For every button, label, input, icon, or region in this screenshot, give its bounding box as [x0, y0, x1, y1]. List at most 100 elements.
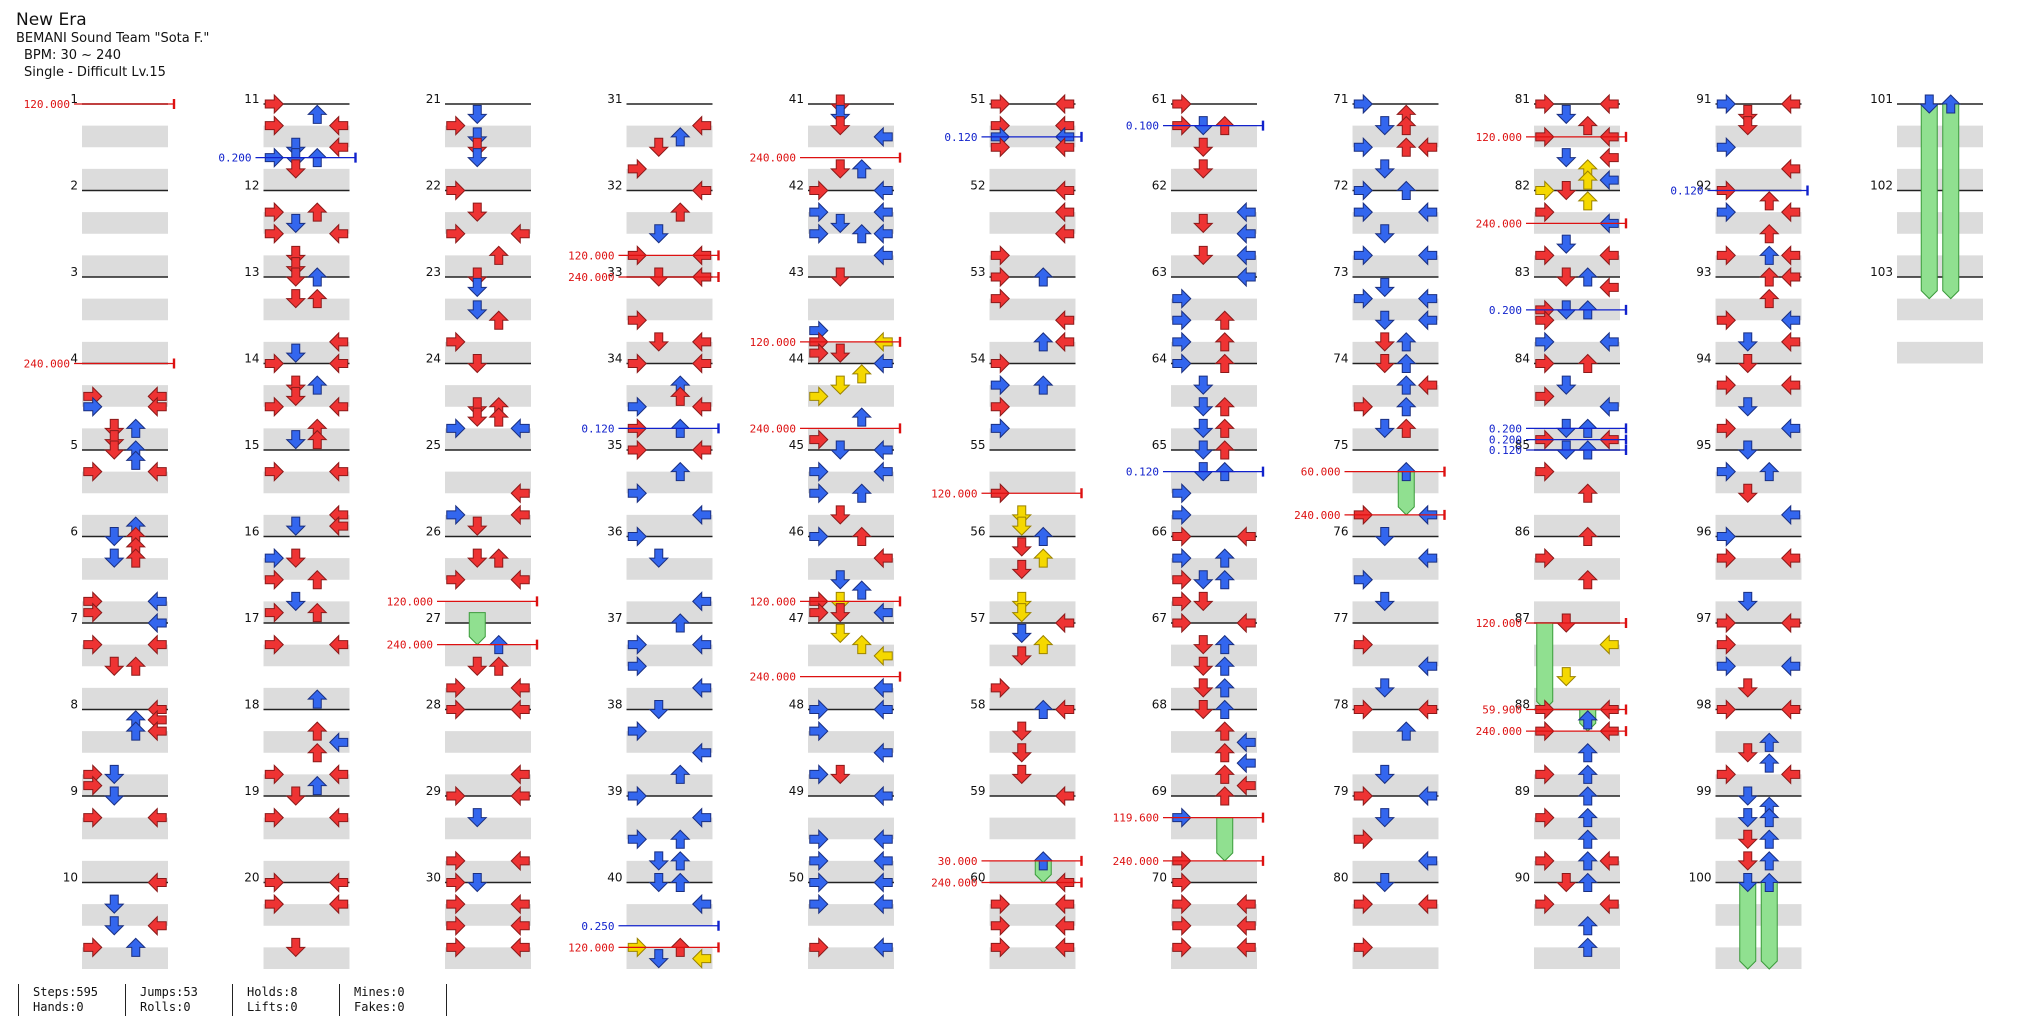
right-arrow-icon: [1599, 93, 1619, 115]
bpm-label: 240.000: [568, 271, 614, 284]
left-arrow-icon: [990, 374, 1010, 396]
beat-stripe: [445, 601, 531, 623]
down-arrow-icon: [648, 700, 669, 720]
measure-number: 96: [1696, 525, 1711, 539]
measure-number: 52: [970, 179, 985, 193]
bpm-label: 120.000: [24, 98, 70, 111]
left-arrow-icon: [1535, 893, 1555, 915]
holds-count: Holds:8: [247, 985, 298, 999]
down-arrow-icon: [1374, 116, 1395, 136]
right-arrow-icon: [1418, 374, 1438, 396]
down-arrow-icon: [1737, 397, 1758, 417]
down-arrow-icon: [1737, 354, 1758, 374]
beat-stripe: [445, 860, 531, 883]
right-arrow-icon: [1418, 785, 1438, 807]
measure-number: 34: [607, 352, 622, 366]
beat-stripe: [1897, 298, 1983, 321]
right-arrow-icon: [692, 677, 712, 699]
bpm-label: 120.000: [387, 595, 433, 608]
up-arrow-icon: [1033, 267, 1054, 287]
up-arrow-icon: [1577, 170, 1598, 190]
left-arrow-icon: [83, 807, 103, 828]
right-arrow-icon: [873, 937, 893, 958]
beat-stripe: [989, 168, 1076, 191]
bpm-label: 120.000: [568, 249, 614, 262]
measure-number: 49: [789, 784, 804, 798]
right-arrow-icon: [873, 829, 893, 850]
measure-number: 55: [970, 438, 985, 452]
down-arrow-icon: [1374, 159, 1395, 179]
measure-number: 36: [607, 525, 622, 539]
lifts-count: Lifts:0: [247, 1000, 298, 1014]
measure-number: 17: [244, 611, 259, 625]
up-arrow-icon: [125, 656, 146, 676]
measure-number: 4: [70, 352, 78, 366]
up-arrow-icon: [1577, 937, 1598, 957]
up-arrow-icon: [1759, 732, 1780, 752]
measure-number: 1: [70, 92, 78, 106]
right-arrow-icon: [1781, 158, 1801, 180]
beat-stripe: [1171, 817, 1257, 840]
measure-number: 51: [970, 92, 985, 106]
beat-stripe: [445, 817, 531, 840]
down-arrow-icon: [1919, 94, 1940, 114]
left-arrow-icon: [990, 893, 1010, 915]
right-arrow-icon: [692, 807, 712, 828]
left-arrow-icon: [1353, 699, 1373, 720]
left-arrow-icon: [1172, 612, 1192, 634]
up-arrow-icon: [1214, 440, 1235, 460]
left-arrow-icon: [1172, 526, 1192, 547]
beat-stripe: [263, 904, 350, 926]
measure-number: 27: [426, 611, 441, 625]
down-arrow-icon: [467, 873, 488, 893]
up-arrow-icon: [1759, 191, 1780, 211]
left-arrow-icon: [264, 201, 284, 223]
up-arrow-icon: [1214, 678, 1235, 698]
beat-stripe: [1897, 255, 1983, 277]
down-arrow-icon: [1556, 267, 1577, 287]
stop-label: 0.120: [581, 422, 614, 435]
measure-number: 97: [1696, 611, 1711, 625]
down-arrow-icon: [648, 332, 669, 352]
beat-stripe: [445, 904, 531, 926]
beat-stripe: [445, 341, 531, 364]
up-arrow-icon: [125, 721, 146, 741]
beat-stripe: [626, 428, 713, 450]
left-arrow-icon: [809, 937, 829, 958]
right-arrow-icon: [1599, 147, 1619, 168]
beat-stripe: [1534, 255, 1620, 277]
beat-stripe: [1352, 817, 1439, 840]
measure-number: 16: [244, 525, 259, 539]
down-arrow-icon: [830, 505, 851, 525]
measure-number: 75: [1333, 438, 1348, 452]
down-arrow-icon: [1374, 591, 1395, 612]
right-arrow-icon: [692, 331, 712, 353]
chart-column: 21 22 23 24 25 26 27 28 29 30 120.000 240.000: [387, 92, 539, 969]
beat-stripe: [626, 385, 713, 407]
beat-stripe: [1715, 558, 1802, 580]
measure-number: 15: [244, 438, 259, 452]
up-arrow-icon: [1577, 916, 1598, 936]
right-arrow-icon: [329, 115, 349, 136]
measure-number: 22: [426, 179, 441, 193]
bpm-label: 120.000: [750, 595, 796, 608]
beat-stripe: [1352, 687, 1439, 710]
measure-number: 70: [1152, 871, 1167, 885]
bpm-label: 120.000: [568, 941, 614, 954]
up-arrow-icon: [1214, 310, 1235, 330]
beat-stripe: [626, 817, 713, 840]
down-arrow-icon: [104, 527, 125, 547]
beat-stripe: [808, 212, 894, 234]
right-arrow-icon: [1781, 374, 1801, 396]
beat-stripe: [626, 687, 713, 710]
beat-stripe: [626, 904, 713, 926]
left-arrow-icon: [446, 850, 466, 872]
beat-stripe: [989, 298, 1076, 321]
right-arrow-icon: [1418, 137, 1438, 158]
right-arrow-icon: [1599, 277, 1619, 298]
right-arrow-icon: [873, 893, 893, 915]
right-arrow-icon: [873, 223, 893, 244]
right-arrow-icon: [1055, 310, 1075, 331]
left-arrow-icon: [809, 526, 829, 547]
left-arrow-icon: [1353, 634, 1373, 655]
